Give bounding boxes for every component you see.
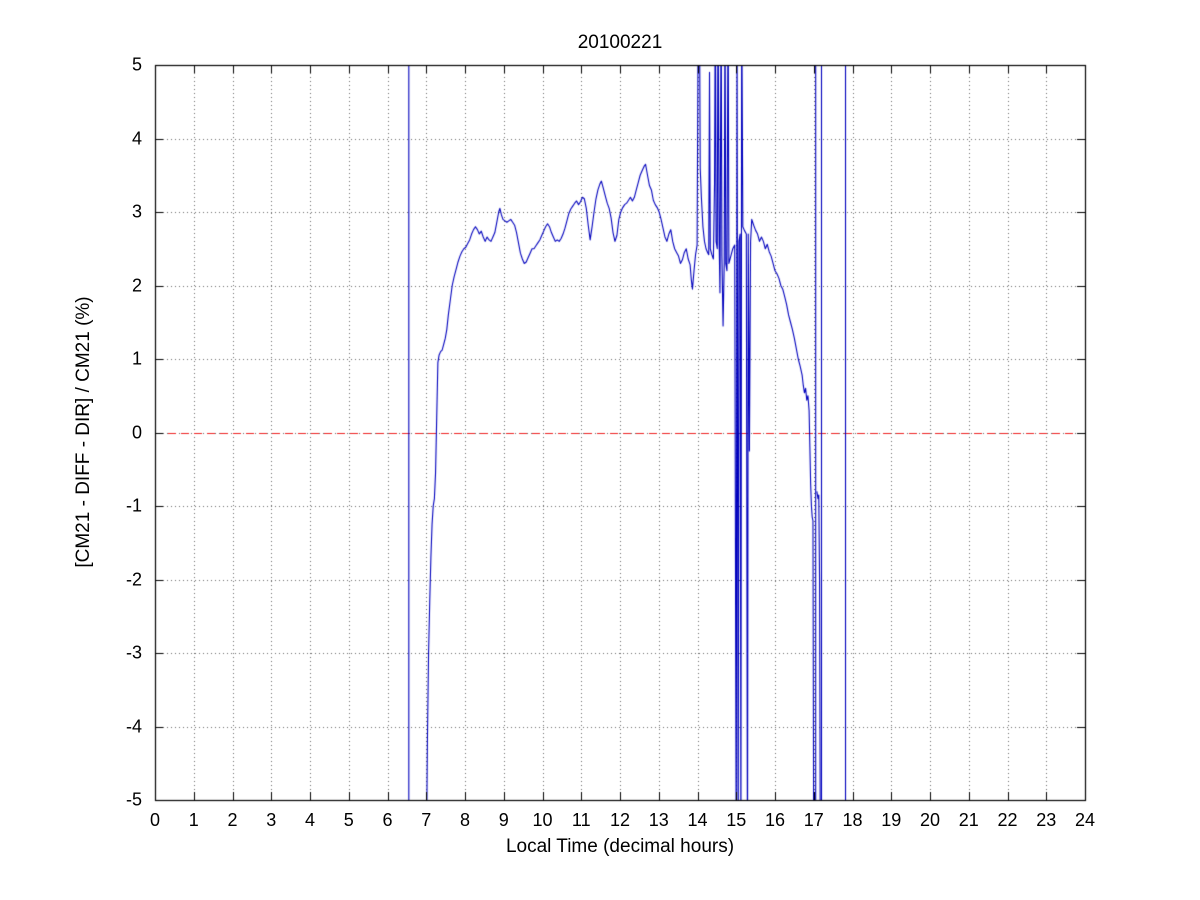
y-tick-label: -4 xyxy=(125,716,142,736)
x-tick-label: 12 xyxy=(609,810,631,830)
x-tick-label: 3 xyxy=(266,810,277,830)
y-tick-label: -3 xyxy=(125,642,142,663)
x-tick-label: 6 xyxy=(382,810,393,830)
x-tick-label: 7 xyxy=(421,810,432,830)
x-tick-label: 24 xyxy=(1074,810,1096,830)
x-tick-label: 23 xyxy=(1036,810,1057,830)
x-tick-label: 14 xyxy=(687,810,708,830)
x-tick-label: 15 xyxy=(726,810,747,830)
x-tick-label: 8 xyxy=(459,810,471,830)
x-tick-label: 20 xyxy=(919,810,941,830)
chart-title: 20100221 xyxy=(577,32,663,53)
y-tick-label: -5 xyxy=(125,789,142,810)
x-tick-label: 22 xyxy=(997,810,1018,830)
y-tick-label: -2 xyxy=(125,569,142,589)
x-tick-label: 5 xyxy=(343,810,354,830)
y-tick-label: 2 xyxy=(131,275,142,295)
y-tick-label: 0 xyxy=(131,422,142,442)
x-tick-label: 9 xyxy=(498,810,509,830)
x-tick-label: 4 xyxy=(304,810,316,830)
x-tick-label: 11 xyxy=(571,810,591,830)
y-tick-label: 1 xyxy=(131,348,142,369)
y-tick-label: 5 xyxy=(131,54,142,75)
y-tick-label: 3 xyxy=(131,201,142,222)
x-tick-label: 16 xyxy=(764,810,786,830)
y-tick-label: -1 xyxy=(125,495,142,516)
x-tick-label: 0 xyxy=(149,810,161,830)
x-tick-label: 1 xyxy=(188,810,199,830)
x-tick-label: 10 xyxy=(532,810,553,830)
y-tick-label: 4 xyxy=(131,128,142,148)
x-tick-label: 2 xyxy=(227,810,238,830)
x-tick-label: 18 xyxy=(842,810,863,830)
x-tick-label: 21 xyxy=(958,810,979,830)
x-tick-label: 13 xyxy=(648,810,669,830)
x-tick-label: 19 xyxy=(881,810,902,830)
x-axis-label: Local Time (decimal hours) xyxy=(505,836,735,857)
x-tick-label: 17 xyxy=(803,810,824,830)
